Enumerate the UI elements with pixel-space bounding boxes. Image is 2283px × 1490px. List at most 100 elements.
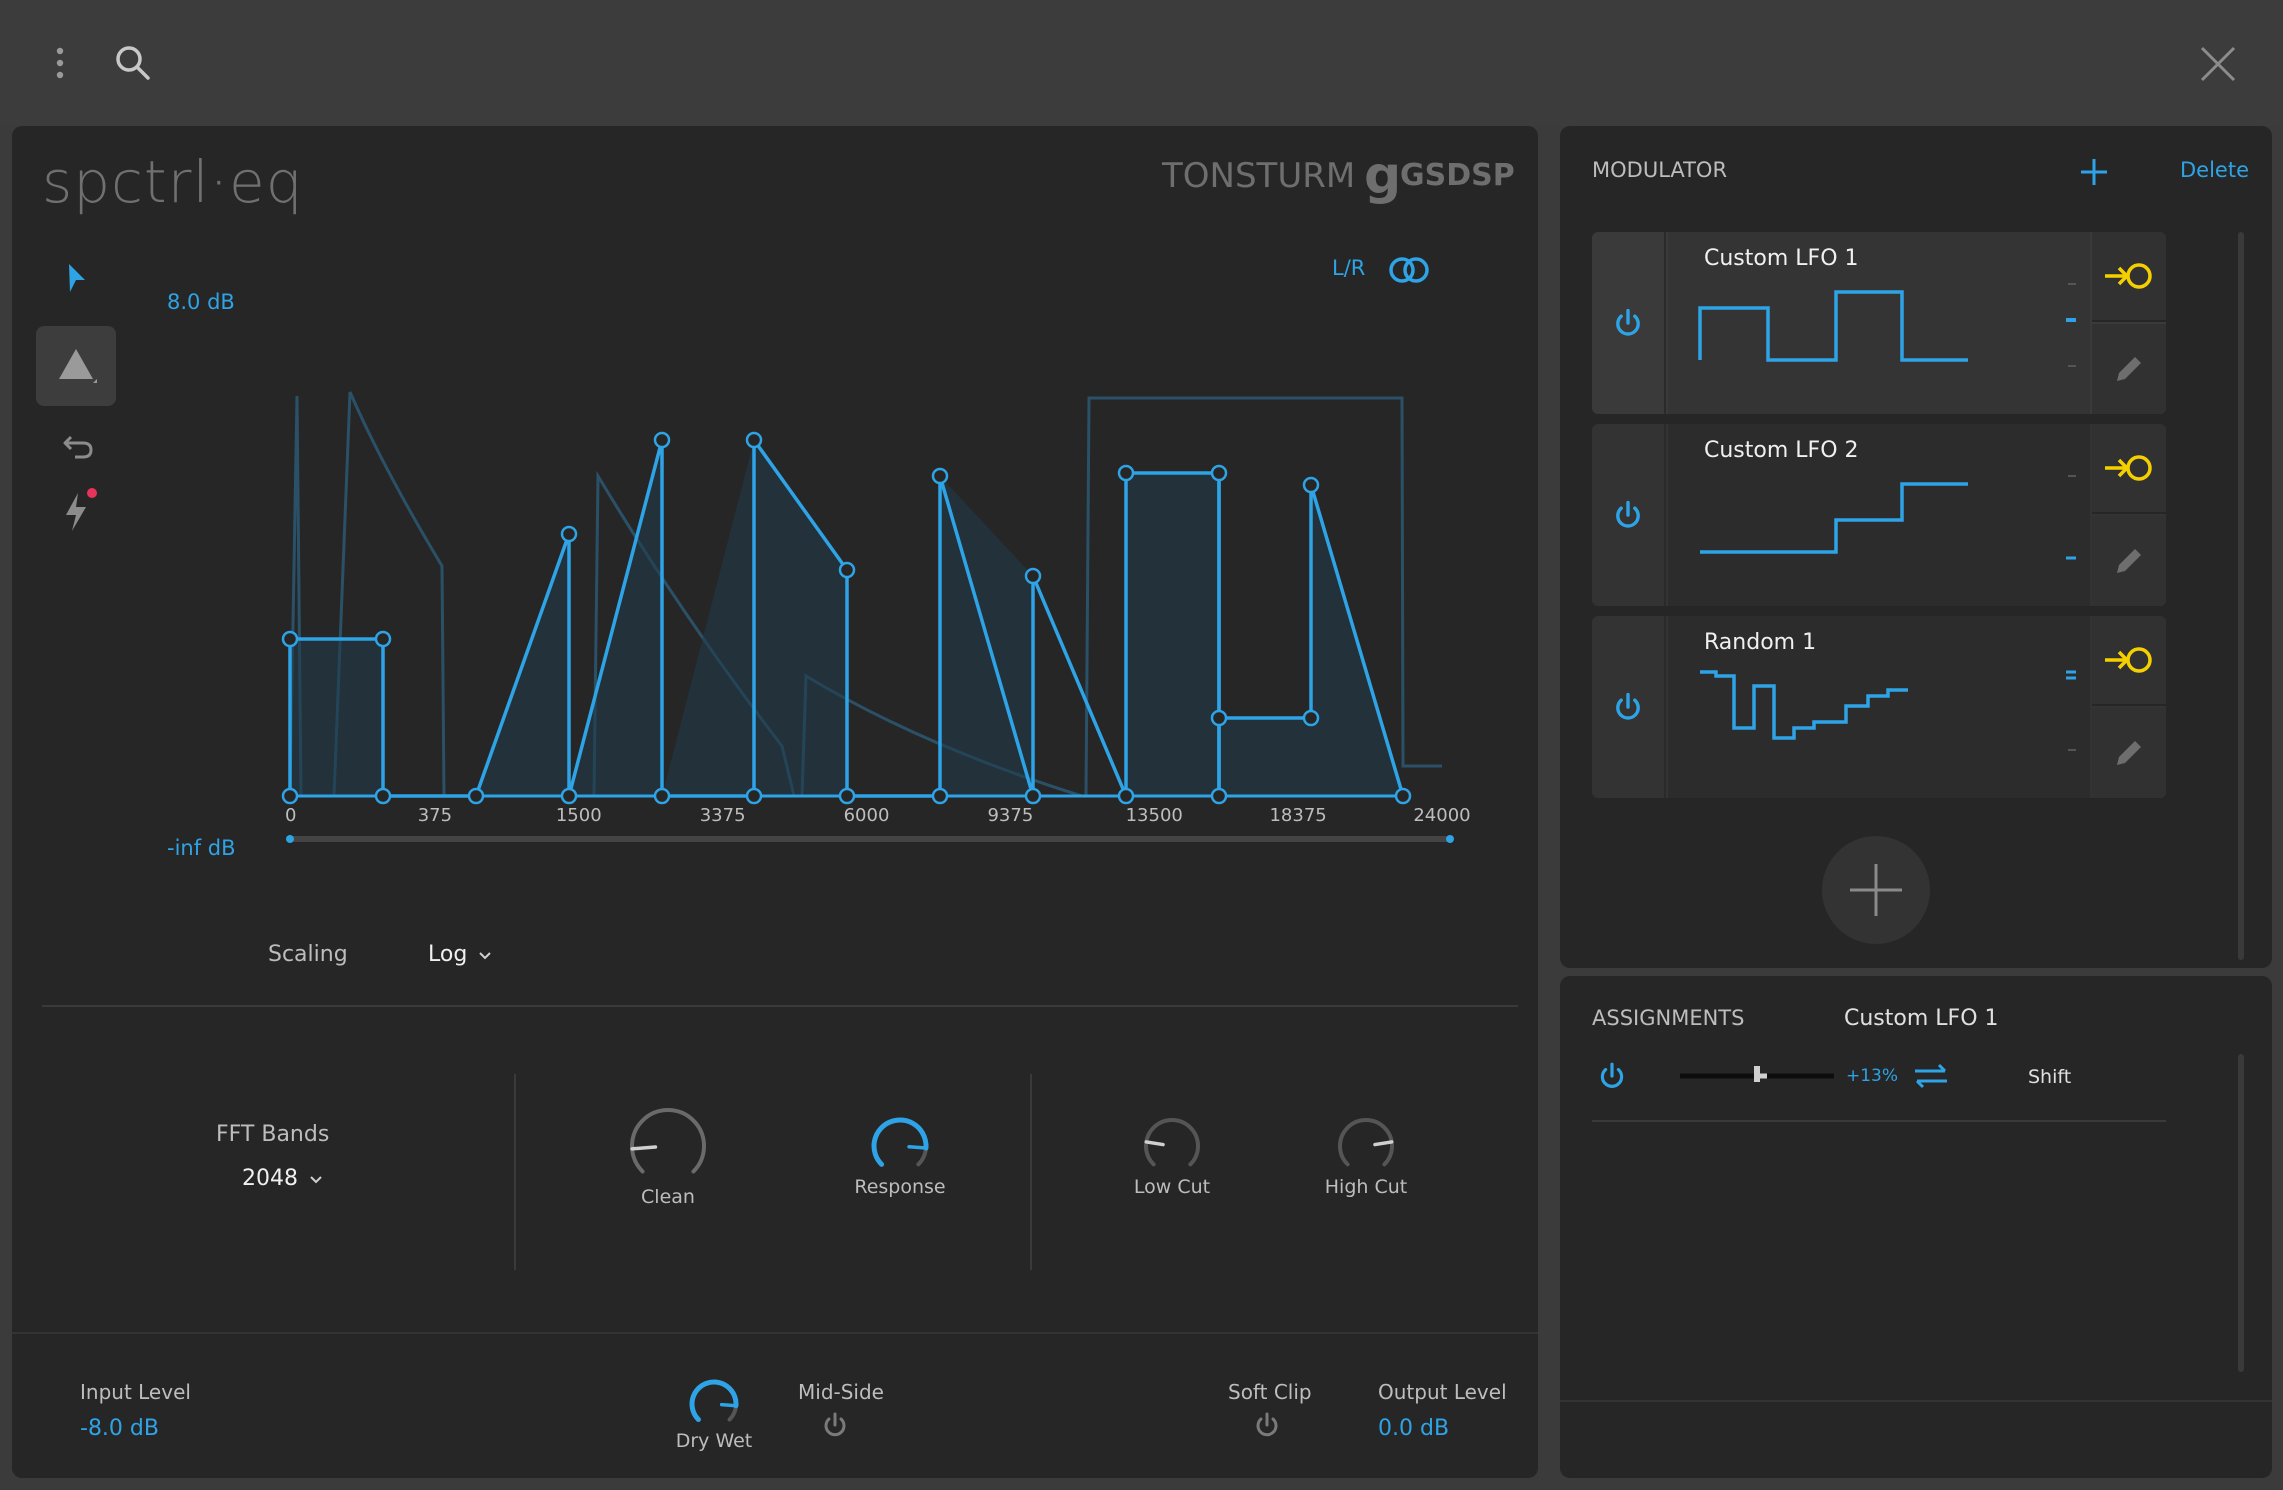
fft-bands-dropdown[interactable]: 2048 xyxy=(242,1166,323,1191)
edit-pencil-icon[interactable] xyxy=(2092,708,2166,798)
edit-pencil-icon[interactable] xyxy=(2092,324,2166,414)
eq-node-handle[interactable] xyxy=(1210,709,1228,727)
slider-thumb[interactable] xyxy=(1754,1066,1760,1082)
vertical-divider xyxy=(514,1074,516,1270)
modulator-card-lfo2[interactable]: Custom LFO 2 xyxy=(1592,424,2166,606)
chevron-down-icon xyxy=(479,952,492,960)
add-modulator-button[interactable] xyxy=(1822,836,1930,944)
soft-clip-power-icon[interactable] xyxy=(1250,1408,1284,1442)
undo-icon[interactable] xyxy=(56,426,100,466)
power-icon[interactable] xyxy=(1592,1056,1632,1096)
dry-wet-knob[interactable] xyxy=(684,1374,744,1434)
power-icon[interactable] xyxy=(1592,424,1666,606)
shape-tool-icon[interactable] xyxy=(36,326,116,406)
eq-node-handle[interactable] xyxy=(838,561,856,579)
eq-node-handle[interactable] xyxy=(931,787,949,805)
low-cut-knob[interactable] xyxy=(1122,1096,1222,1196)
eq-node-handle[interactable] xyxy=(745,431,763,449)
knob-pointer xyxy=(1373,1140,1394,1147)
chevron-down-icon xyxy=(310,1176,322,1184)
lfo-waveform: Custom LFO 1 xyxy=(1668,232,2090,414)
output-level-label: Output Level xyxy=(1378,1380,1507,1404)
map-target-icon[interactable] xyxy=(2092,232,2166,322)
brand-gsdsp-mark: g xyxy=(1364,146,1402,206)
eq-node-handle[interactable] xyxy=(374,787,392,805)
search-icon[interactable] xyxy=(110,40,156,86)
knob-arc xyxy=(1144,1118,1200,1167)
brand-gsdsp: GSDSP xyxy=(1400,158,1515,193)
spectrum-editor[interactable]: 0 375 1500 3375 6000 9375 13500 18375 24000 xyxy=(162,326,1492,846)
edit-pencil-icon[interactable] xyxy=(2092,516,2166,606)
assignment-target: Shift xyxy=(2028,1066,2072,1088)
eq-node-handle[interactable] xyxy=(745,787,763,805)
db-top-label: 8.0 dB xyxy=(167,290,235,314)
fft-bands-value: 2048 xyxy=(242,1166,298,1191)
scaling-label: Scaling xyxy=(268,942,348,967)
low-cut-label: Low Cut xyxy=(1133,1176,1211,1198)
eq-node-handle[interactable] xyxy=(1302,709,1320,727)
range-slider[interactable] xyxy=(286,835,1454,843)
output-level-value[interactable]: 0.0 dB xyxy=(1378,1416,1450,1441)
clean-label: Clean xyxy=(641,1186,695,1208)
eq-node-handle[interactable] xyxy=(281,787,299,805)
map-target-icon[interactable] xyxy=(2092,616,2166,706)
eq-node-handle[interactable] xyxy=(1394,787,1412,805)
x-tick-label: 24000 xyxy=(1413,805,1470,826)
knob-arc xyxy=(630,1108,706,1174)
pointer-tool-icon[interactable] xyxy=(56,256,96,300)
eq-node-handle[interactable] xyxy=(1024,787,1042,805)
modulator-card-lfo1[interactable]: Custom LFO 1 xyxy=(1592,232,2166,414)
eq-node-handle[interactable] xyxy=(653,787,671,805)
x-tick-label: 375 xyxy=(418,805,452,826)
eq-node-handle[interactable] xyxy=(1210,787,1228,805)
x-tick-label: 1500 xyxy=(556,805,602,826)
row-divider xyxy=(1592,1120,2166,1122)
eq-node-handle[interactable] xyxy=(1210,464,1228,482)
assignments-panel: ASSIGNMENTS Custom LFO 1 +13% Shift xyxy=(1560,976,2272,1478)
eq-node-handle[interactable] xyxy=(560,787,578,805)
modulator-scrollbar[interactable] xyxy=(2238,232,2244,960)
knob-pointer xyxy=(630,1145,658,1151)
amount-value: +13% xyxy=(1846,1066,1899,1086)
eq-node-handle[interactable] xyxy=(1117,464,1135,482)
input-level-value[interactable]: -8.0 dB xyxy=(80,1416,159,1441)
eq-node-handle[interactable] xyxy=(560,525,578,543)
eq-node-handle[interactable] xyxy=(931,467,949,485)
x-tick-label: 6000 xyxy=(844,805,890,826)
eq-node-handle[interactable] xyxy=(374,630,392,648)
link-rings-icon[interactable] xyxy=(1384,250,1434,290)
plus-icon[interactable] xyxy=(2074,152,2114,192)
scaling-value: Log xyxy=(428,942,468,967)
map-target-icon[interactable] xyxy=(2092,424,2166,514)
eq-node-handle[interactable] xyxy=(467,787,485,805)
amount-slider[interactable] xyxy=(1678,1064,1838,1088)
mid-side-power-icon[interactable] xyxy=(818,1408,852,1442)
response-knob[interactable] xyxy=(850,1096,950,1196)
delete-button[interactable]: Delete xyxy=(2180,158,2249,182)
modulator-card-random1[interactable]: Random 1 xyxy=(1592,616,2166,798)
panel-divider xyxy=(1560,1400,2272,1402)
eq-node-handle[interactable] xyxy=(838,787,856,805)
modulator-name: Random 1 xyxy=(1704,630,1817,655)
swap-direction-icon[interactable] xyxy=(1910,1058,1952,1094)
scaling-dropdown[interactable]: Log xyxy=(428,942,492,967)
power-icon[interactable] xyxy=(1592,616,1666,798)
lr-label: L/R xyxy=(1332,256,1366,280)
x-tick-label: 0 xyxy=(285,805,296,826)
close-icon[interactable] xyxy=(2196,42,2240,86)
eq-node-handle[interactable] xyxy=(281,630,299,648)
mid-side-label: Mid-Side xyxy=(798,1380,884,1404)
x-axis-ticks: 0 375 1500 3375 6000 9375 13500 18375 24000 xyxy=(285,805,1471,826)
eq-node-handle[interactable] xyxy=(1302,476,1320,494)
vertical-dots-icon[interactable] xyxy=(44,40,76,86)
clean-knob[interactable] xyxy=(618,1096,718,1196)
high-cut-knob[interactable] xyxy=(1316,1096,1416,1196)
eq-node-handle[interactable] xyxy=(1024,567,1042,585)
lightning-icon[interactable] xyxy=(56,486,100,536)
eq-node-handle[interactable] xyxy=(1117,787,1135,805)
power-icon[interactable] xyxy=(1592,232,1666,414)
eq-nodes[interactable] xyxy=(281,431,1412,805)
section-divider xyxy=(42,1005,1518,1007)
assignments-scrollbar[interactable] xyxy=(2238,1054,2244,1372)
eq-node-handle[interactable] xyxy=(653,431,671,449)
